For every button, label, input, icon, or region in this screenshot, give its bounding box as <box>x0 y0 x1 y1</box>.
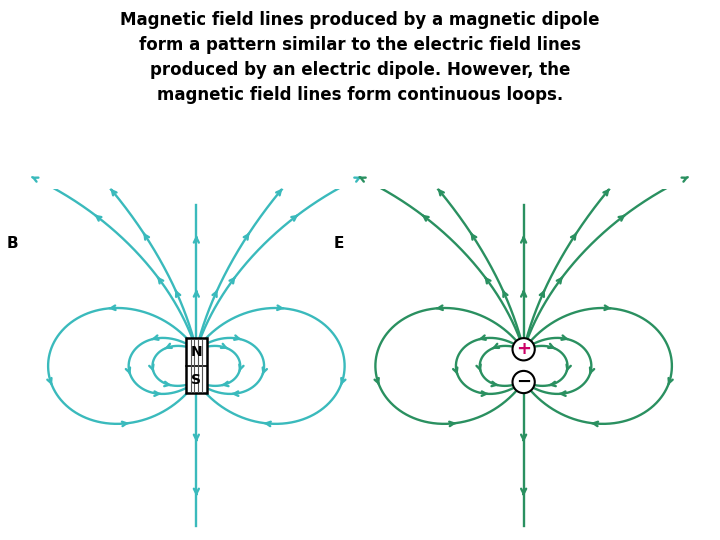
Circle shape <box>513 371 535 393</box>
Text: +: + <box>516 340 531 358</box>
Text: −: − <box>516 373 531 391</box>
Text: Magnetic field lines produced by a magnetic dipole
form a pattern similar to the: Magnetic field lines produced by a magne… <box>120 11 600 104</box>
Circle shape <box>513 338 535 360</box>
Text: B: B <box>6 236 18 251</box>
Text: N: N <box>191 345 202 359</box>
Text: S: S <box>192 373 202 387</box>
Text: E: E <box>334 236 344 251</box>
Bar <box>186 338 207 394</box>
